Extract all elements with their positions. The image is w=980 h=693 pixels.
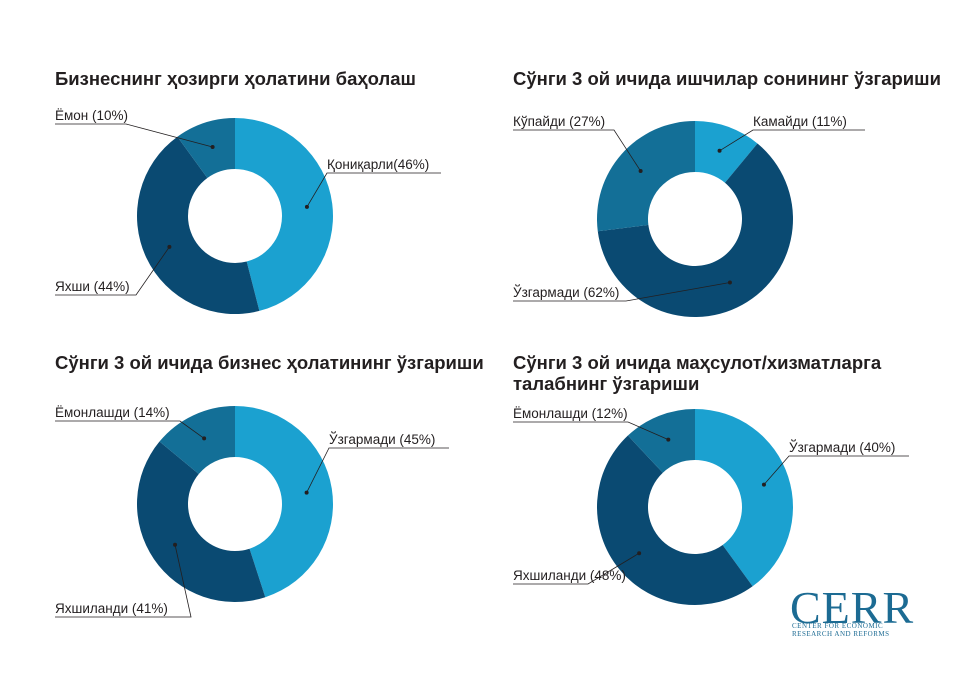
label-decreased: Камайди (11%) [753,114,847,129]
donut-slice [137,136,260,314]
label-good: Яхши (44%) [55,279,130,294]
label-worsened: Ёмонлашди (14%) [55,405,170,420]
donut-slice [695,409,793,587]
leader-line [513,282,730,302]
leader-line [55,123,213,148]
donut-slice [597,143,793,318]
leader-line [55,544,192,618]
donut-chart: Ўзгармади (45%) Яхшиланди (41%) Ёмонлашд… [55,405,449,618]
leader-line [55,246,170,296]
leader-line [306,447,449,493]
label-unchanged: Ўзгармади (45%) [329,432,435,447]
donut-slice [627,409,695,473]
donut-chart: Қониқарли(46%) Яхши (44%) Ёмон (10%) [55,108,441,314]
label-satisfactory: Қониқарли(46%) [327,157,429,172]
donut-slice [235,118,333,311]
label-improved: Яхшиланди (48%) [513,568,626,583]
donut-chart: Ўзгармади (40%) Яхшиланди (48%) Ёмонлашд… [513,406,909,605]
leader-line [763,455,909,485]
donut-slice [159,406,235,475]
cerr-logo: CERR CENTER FOR ECONOMIC RESEARCH AND RE… [786,585,946,655]
donut-slice [137,441,266,602]
chart-title: Сўнги 3 ой ичида бизнес ҳолатининг ўзгар… [55,352,484,373]
chart-title: Бизнеснинг ҳозирги ҳолатини баҳолаш [55,68,416,89]
chart-panel-business-state: Бизнеснинг ҳозирги ҳолатини баҳолаш Қони… [55,68,495,388]
leader-dot [638,169,643,174]
leader-line [719,129,865,152]
leader-line [306,172,441,208]
label-unchanged: Ўзгармади (40%) [789,440,895,455]
chart-title: Сўнги 3 ой ичида ишчилар сонининг ўзгари… [513,68,941,89]
donut-slice [235,406,333,598]
leader-dot [637,551,642,556]
label-worsened: Ёмонлашди (12%) [513,406,628,421]
leader-line [513,552,640,585]
logo-subtitle-line-1: CENTER FOR ECONOMIC [792,622,884,630]
chart-panel-demand-change: Сўнги 3 ой ичида маҳсулот/хизматларга та… [513,352,953,672]
label-improved: Яхшиланди (41%) [55,601,168,616]
logo-wordmark: CERR [790,582,915,633]
donut-slice [177,118,235,178]
chart-panel-business-change: Сўнги 3 ой ичида бизнес ҳолатининг ўзгар… [55,352,495,672]
label-increased: Кўпайди (27%) [513,114,605,129]
leader-line [513,421,669,440]
leader-line [55,420,205,439]
donut-chart: Камайди (11%) Ўзгармади (62%) Кўпайди (2… [513,114,865,318]
leader-dot [173,542,178,547]
chart-title: Сўнги 3 ой ичида маҳсулот/хизматларга та… [513,352,882,394]
donut-slice [597,435,753,605]
label-bad: Ёмон (10%) [55,108,128,123]
leader-line [513,129,641,172]
label-unchanged: Ўзгармади (62%) [513,285,619,300]
donut-slice [695,121,758,183]
logo-subtitle-line-2: RESEARCH AND REFORMS [792,630,890,638]
leader-dot [717,148,722,153]
chart-panel-workers: Сўнги 3 ой ичида ишчилар сонининг ўзгари… [513,68,953,388]
donut-slice [597,121,695,232]
